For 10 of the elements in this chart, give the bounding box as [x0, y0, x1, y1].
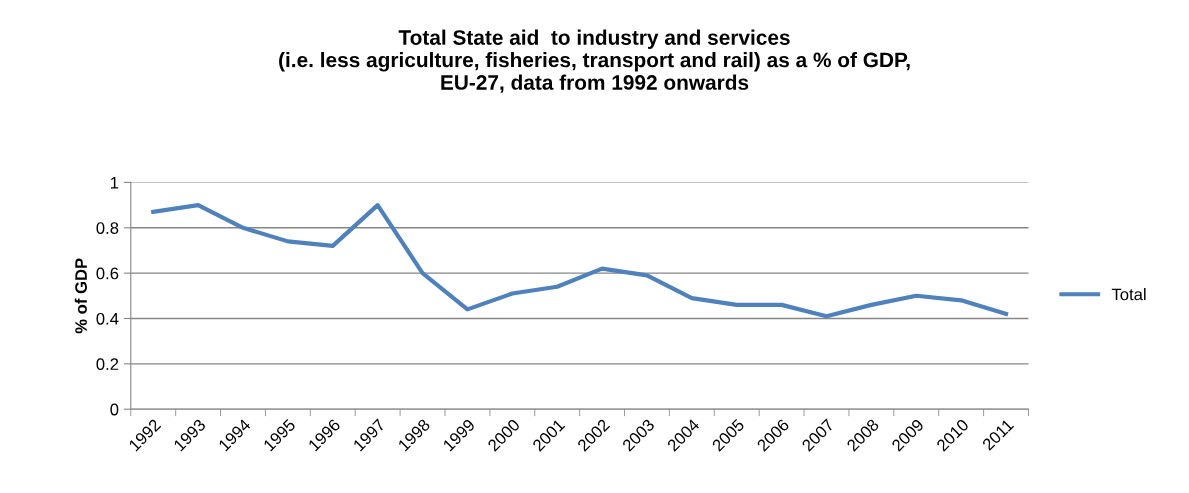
y-axis-title: % of GDP — [74, 258, 87, 334]
y-tick-label: 0.4 — [96, 312, 119, 325]
y-tick-label: 0.8 — [96, 222, 119, 234]
chart-title: Total State aid to industry and services (i.e. less agriculture, fisheries, transport and rail) as a % of GDP, EU-27, data from 1992 onwards — [279, 29, 910, 93]
line-series — [151, 203, 1009, 319]
y-tick-label: 0.2 — [96, 358, 119, 371]
y-tick-label: 0.6 — [96, 267, 119, 280]
y-tick-label: 0 — [110, 403, 119, 416]
y-tick-label: 1 — [110, 176, 119, 189]
legend-label: Total — [1111, 288, 1146, 301]
